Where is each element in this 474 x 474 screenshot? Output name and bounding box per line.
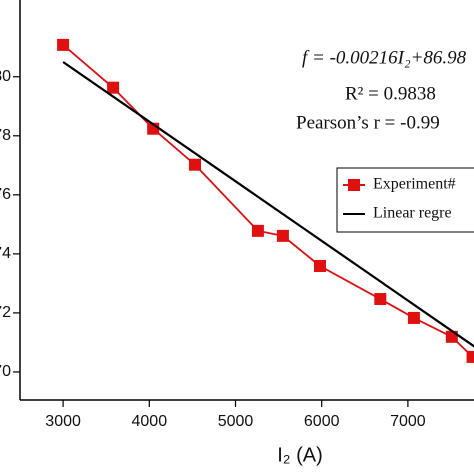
legend-label: Linear regre: [373, 205, 452, 222]
legend-box: [336, 167, 474, 233]
x-tick-label: 7000: [390, 413, 426, 430]
marker: [313, 259, 326, 272]
marker: [57, 38, 70, 51]
y-tick-label: 72: [0, 304, 11, 321]
marker: [466, 350, 474, 363]
marker: [374, 293, 387, 306]
legend-marker: [348, 179, 360, 191]
marker: [276, 229, 289, 242]
marker: [107, 81, 120, 94]
y-tick-label: 80: [0, 68, 11, 85]
x-tick-label: 6000: [304, 413, 340, 430]
r-squared: R² = 0.9838: [345, 83, 436, 104]
x-tick-label: 3000: [45, 413, 81, 430]
x-tick-label: 5000: [218, 413, 254, 430]
y-tick-label: 76: [0, 186, 11, 203]
marker: [188, 158, 201, 171]
x-axis-label: I₂ (A): [277, 444, 323, 466]
y-tick-label: 78: [0, 127, 11, 144]
pearson: Pearson’s r = -0.99: [296, 112, 440, 133]
equation: f = -0.00216I₂+86.98: [302, 47, 467, 68]
x-tick-label: 4000: [132, 413, 168, 430]
y-tick-label: 70: [0, 363, 11, 380]
marker: [251, 224, 264, 237]
marker: [407, 311, 420, 324]
y-tick-label: 74: [0, 245, 11, 262]
series-line: [62, 61, 474, 348]
legend-label: Experiment#: [373, 176, 456, 193]
